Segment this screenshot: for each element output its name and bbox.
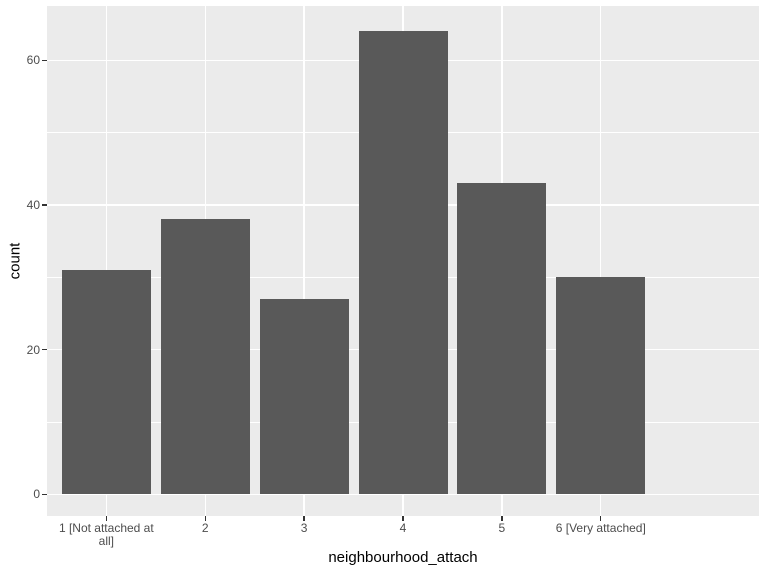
y-tick-mark [42,493,47,495]
x-tick-label: 4 [399,521,407,535]
gridline-major-v [303,6,305,516]
x-tick-mark [600,516,602,521]
bar-1 [61,270,151,495]
x-tick-mark [303,516,305,521]
x-axis-title: neighbourhood_attach [328,549,478,566]
bar-6 [556,277,646,495]
y-tick-label: 0 [33,487,40,502]
y-tick-label: 40 [26,197,40,212]
x-tick-mark [402,516,404,521]
gridline-major-h [47,493,759,495]
x-tick-mark [501,516,503,521]
x-tick-label: 2 [201,521,209,535]
bar-5 [457,183,547,495]
y-tick-mark [42,59,47,61]
bar-2 [160,219,250,495]
y-tick-mark [42,204,47,206]
x-tick-label: 6 [Very attached] [555,521,646,535]
gridline-major-v [105,6,108,516]
y-axis-title: count [6,242,24,280]
y-tick-label: 60 [26,53,40,68]
x-tick-label: 5 [498,521,506,535]
bar-3 [259,298,349,495]
x-tick-mark [204,516,206,521]
bar-4 [358,31,448,495]
y-tick-label: 20 [26,342,40,357]
y-tick-mark [42,348,47,351]
x-tick-label: 3 [300,521,308,535]
gridline-major-v [600,6,602,516]
plot-panel [47,6,759,516]
x-tick-mark [105,516,107,521]
x-tick-label: 1 [Not attached at all] [58,521,154,549]
